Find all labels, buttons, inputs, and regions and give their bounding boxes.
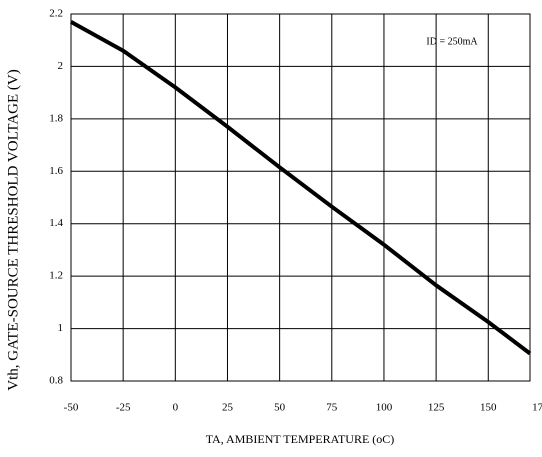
- annotation: ID = 250mA: [426, 36, 478, 47]
- y-tick-label: 1.2: [49, 270, 63, 282]
- data-line: [70, 20, 532, 356]
- x-tick-label: -25: [116, 402, 131, 414]
- y-tick-label: 0.8: [49, 375, 63, 387]
- x-tick-label: 100: [376, 402, 393, 414]
- y-tick-label: 2.2: [49, 8, 63, 20]
- x-tick-label: 50: [274, 402, 286, 414]
- x-tick-label: -50: [64, 402, 79, 414]
- y-tick-label: 1: [58, 322, 64, 334]
- y-axis-label: Vth, GATE-SOURCE THRESHOLD VOLTAGE (V): [5, 69, 21, 390]
- y-tick-label: 1.8: [49, 112, 63, 124]
- x-tick-label: 125: [428, 402, 445, 414]
- x-tick-label: 75: [326, 402, 338, 414]
- x-axis-label: TA, AMBIENT TEMPERATURE (oC): [206, 432, 395, 446]
- x-tick-label: 25: [222, 402, 234, 414]
- y-tick-label: 2: [58, 60, 64, 72]
- plot-frame: [70, 13, 531, 382]
- x-tick-label: 150: [480, 402, 497, 414]
- x-tick-label: 0: [173, 402, 179, 414]
- y-tick-label: 1.6: [49, 165, 63, 177]
- y-tick-label: 1.4: [49, 217, 63, 229]
- x-tick-label: 175: [532, 402, 542, 414]
